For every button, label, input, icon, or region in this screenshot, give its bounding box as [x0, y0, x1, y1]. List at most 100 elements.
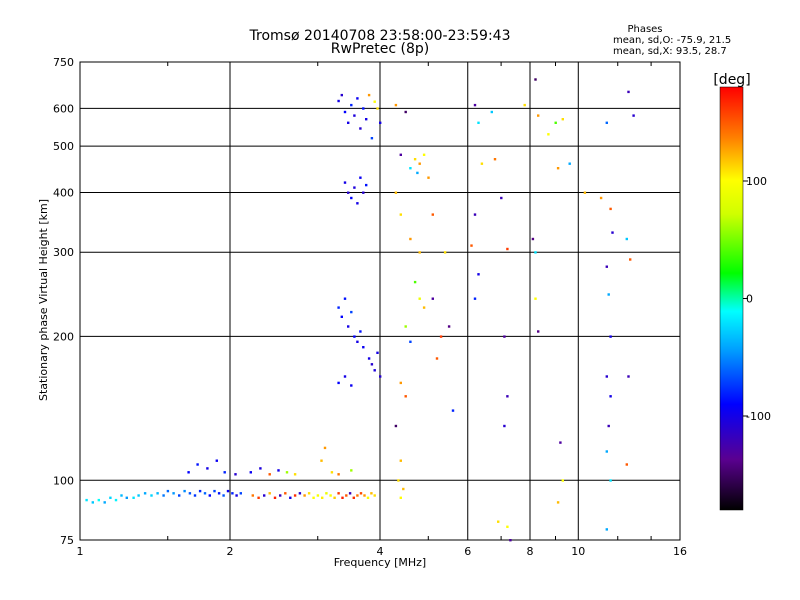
data-point	[196, 463, 199, 466]
data-point	[607, 424, 610, 428]
data-point	[347, 325, 350, 328]
data-point	[559, 441, 562, 444]
data-point	[367, 357, 371, 360]
stats-o-line: mean, sd,O: -75.9, 21.5	[613, 35, 731, 46]
data-point	[409, 237, 412, 241]
data-point	[409, 340, 412, 343]
data-point	[359, 330, 362, 333]
data-point	[353, 114, 356, 117]
data-point	[333, 496, 336, 499]
y-tick-label: 750	[53, 56, 74, 69]
data-point	[279, 494, 282, 497]
data-point	[337, 492, 340, 495]
data-point	[568, 162, 571, 165]
colorbar-ticks: 100 0 -100	[743, 175, 771, 423]
y-tick-label: 300	[53, 246, 74, 259]
data-point	[353, 335, 356, 338]
y-tick-label: 200	[53, 330, 74, 343]
data-point	[222, 494, 225, 497]
data-point	[150, 494, 153, 497]
data-point	[85, 498, 88, 502]
data-point	[343, 181, 347, 184]
data-point	[215, 459, 218, 462]
data-point	[625, 463, 628, 466]
data-point	[120, 494, 123, 497]
data-point	[373, 369, 376, 372]
data-point	[345, 494, 348, 497]
data-point	[534, 251, 537, 254]
data-point	[367, 93, 371, 97]
data-point	[293, 473, 297, 476]
data-point	[353, 186, 356, 189]
data-point	[325, 492, 328, 495]
data-point	[125, 496, 128, 499]
data-points	[85, 78, 635, 542]
data-point	[605, 375, 608, 378]
data-point	[477, 273, 480, 276]
data-point	[534, 297, 537, 300]
data-point	[109, 496, 112, 499]
data-point	[263, 494, 266, 497]
data-point	[217, 492, 221, 495]
data-point	[451, 409, 455, 412]
x-tick-label: 4	[377, 545, 384, 558]
data-point	[162, 494, 165, 497]
data-point	[303, 494, 306, 497]
data-point	[172, 492, 175, 495]
data-point	[356, 202, 359, 205]
data-point	[178, 494, 181, 497]
data-point	[208, 494, 211, 497]
data-point	[356, 494, 359, 497]
data-point	[506, 525, 509, 528]
data-point	[627, 375, 630, 378]
data-point	[183, 489, 186, 493]
data-point	[257, 496, 260, 499]
data-point	[320, 459, 323, 462]
data-point	[523, 103, 526, 107]
data-point	[473, 213, 477, 216]
data-point	[365, 118, 368, 121]
data-point	[418, 297, 421, 300]
data-point	[235, 494, 238, 497]
data-point	[166, 489, 170, 493]
data-point	[370, 492, 373, 495]
chart-subtitle: RwPretec (8p)	[331, 41, 429, 57]
data-point	[231, 492, 234, 495]
data-point	[143, 492, 147, 495]
data-point	[340, 93, 343, 97]
colorbar	[719, 86, 744, 511]
y-tick-label: 500	[53, 140, 74, 153]
data-point	[347, 191, 350, 194]
data-point	[547, 133, 550, 136]
data-point	[370, 137, 374, 140]
data-point	[362, 346, 365, 349]
data-point	[379, 121, 382, 124]
data-point	[477, 121, 480, 124]
data-point	[352, 496, 355, 499]
data-point	[350, 310, 353, 314]
y-tick-label: 75	[60, 534, 74, 547]
data-point	[497, 520, 500, 523]
data-point	[187, 471, 190, 474]
data-point	[226, 489, 230, 493]
data-point	[583, 191, 587, 194]
data-point	[609, 479, 612, 482]
stats-x-line: mean, sd,X: 93.5, 28.7	[613, 46, 727, 57]
data-point	[609, 335, 612, 338]
data-point	[605, 265, 608, 268]
x-tick-label: 8	[527, 545, 534, 558]
data-point	[91, 501, 94, 504]
data-point	[359, 127, 362, 130]
data-point	[431, 297, 434, 300]
data-point	[293, 494, 297, 497]
data-point	[399, 496, 402, 499]
data-point	[506, 395, 509, 398]
data-point	[350, 103, 353, 107]
data-point	[341, 496, 344, 499]
data-point	[323, 446, 327, 450]
data-point	[394, 103, 398, 107]
data-point	[268, 492, 271, 495]
data-point	[340, 315, 343, 318]
data-point	[397, 479, 400, 482]
